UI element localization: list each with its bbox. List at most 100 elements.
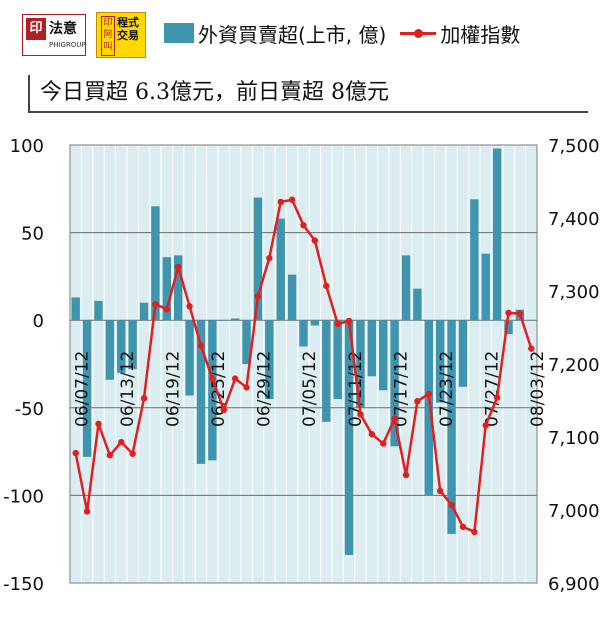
x-axis-date-label: 07/27/12: [482, 351, 502, 427]
net-buy-bar: [504, 320, 513, 335]
index-point: [175, 263, 182, 271]
index-point: [106, 452, 114, 459]
left-axis-tick-label: -150: [3, 574, 44, 595]
index-point: [243, 384, 250, 391]
net-buy-bar: [117, 320, 126, 373]
right-axis-tick-label: 7,100: [548, 428, 600, 449]
brand-seal-icon: 印: [26, 18, 46, 40]
bar-legend-swatch: [164, 23, 194, 43]
net-buy-bar: [128, 320, 137, 370]
brand-english-name: PHIGROUP: [49, 41, 86, 49]
index-point: [140, 395, 148, 402]
net-buy-bar: [481, 253, 490, 321]
net-buy-bar: [253, 197, 263, 321]
net-buy-bar: [470, 199, 479, 321]
index-point: [209, 375, 216, 382]
index-point: [380, 440, 387, 447]
left-axis-tick-label: -50: [15, 399, 44, 420]
net-buy-bar: [447, 320, 456, 534]
net-buy-bar: [139, 302, 149, 321]
net-buy-bar: [196, 320, 206, 464]
net-buy-bar: [424, 320, 433, 496]
x-axis-date-label: 07/17/12: [391, 351, 411, 427]
program-trading-seal-icon: 印阿叫: [101, 16, 115, 56]
right-axis-tick-label: 7,500: [548, 136, 600, 157]
index-point: [528, 345, 535, 352]
index-point: [323, 282, 330, 290]
net-buy-bar: [367, 320, 377, 377]
net-buy-bar: [435, 320, 445, 403]
index-point: [72, 449, 79, 457]
x-axis-date-label: 06/29/12: [255, 351, 275, 427]
index-point: [152, 300, 159, 308]
net-buy-bar: [151, 206, 160, 321]
net-buy-bar: [310, 320, 320, 326]
index-point: [277, 198, 284, 206]
net-buy-bar: [105, 320, 115, 380]
net-buy-bar: [94, 300, 103, 321]
line-legend-swatch: [400, 23, 437, 43]
index-point: [300, 222, 307, 229]
index-point: [95, 420, 102, 428]
net-buy-bar: [276, 218, 285, 321]
index-point: [471, 528, 478, 536]
net-buy-bar: [174, 255, 183, 321]
index-point: [163, 306, 171, 313]
index-point: [368, 430, 376, 438]
x-axis-date-label: 06/07/12: [72, 351, 92, 427]
index-point: [402, 471, 410, 479]
right-axis-tick-label: 7,400: [548, 209, 600, 230]
net-buy-bar: [413, 288, 422, 321]
net-buy-bar: [219, 320, 228, 321]
chart-legend: 外資買賣超(上市, 億) 加權指數: [164, 18, 520, 48]
right-axis-tick-label: 7,200: [548, 355, 600, 376]
right-axis-tick-label: 7,300: [548, 282, 600, 303]
brand-name: 法意: [49, 21, 77, 37]
daily-summary-text: 今日買超 6.3億元，前日賣超 8億元: [28, 75, 588, 113]
net-buy-bar: [401, 255, 411, 321]
x-axis-date-label: 06/25/12: [209, 351, 229, 427]
x-axis-date-label: 06/19/12: [164, 351, 184, 427]
index-point: [266, 254, 273, 262]
net-buy-bar: [287, 274, 297, 321]
net-buy-bar: [162, 257, 172, 321]
index-point: [118, 438, 125, 446]
index-point: [357, 411, 364, 418]
net-buy-bar: [379, 320, 388, 391]
index-point: [516, 310, 524, 317]
index-point: [482, 422, 489, 429]
index-point: [436, 487, 444, 495]
index-point: [391, 415, 398, 422]
bar-legend-label: 外資買賣超(上市, 億): [198, 22, 387, 47]
index-point: [288, 196, 296, 203]
index-point: [220, 406, 227, 414]
program-trading-text: 程式交易: [117, 16, 139, 42]
net-buy-bar: [242, 320, 251, 364]
index-point: [425, 390, 432, 398]
program-trading-logo: 印阿叫 程式交易: [96, 12, 146, 58]
net-buy-bar: [230, 318, 240, 321]
line-legend-label: 加權指數: [440, 22, 521, 47]
index-point: [83, 508, 91, 515]
index-point: [459, 523, 467, 530]
net-buy-bar: [265, 320, 274, 400]
index-point: [414, 398, 421, 405]
index-point: [186, 303, 193, 310]
net-buy-bar: [356, 320, 365, 408]
index-point: [129, 450, 136, 457]
net-buy-bar: [333, 320, 342, 400]
index-point: [448, 501, 455, 509]
x-axis-date-label: 07/23/12: [437, 351, 457, 427]
index-point: [311, 237, 319, 244]
right-axis-tick-label: 6,900: [548, 574, 600, 595]
index-point: [254, 292, 262, 300]
net-buy-bar: [82, 320, 92, 457]
net-buy-bar: [458, 320, 468, 387]
left-axis-tick-label: 0: [33, 311, 44, 332]
x-axis-date-label: 08/03/12: [528, 351, 548, 427]
net-buy-bar: [71, 297, 80, 321]
index-point: [345, 317, 353, 325]
left-axis-tick-label: 50: [21, 224, 44, 245]
plot-border: [69, 144, 538, 584]
